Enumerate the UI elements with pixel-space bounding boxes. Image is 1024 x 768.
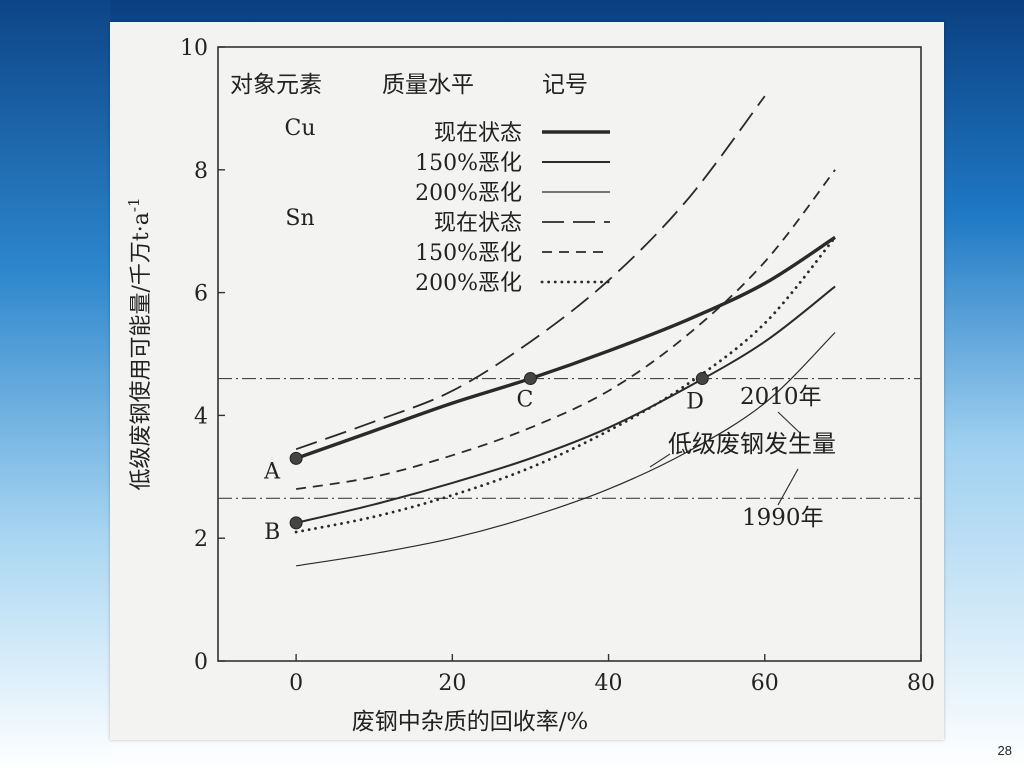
y-tick-label: 2 [194,527,208,552]
x-tick-label: 20 [438,671,466,696]
legend-header: 对象元素 [230,72,322,98]
chart-image-panel: 0 20 40 60 80 0 2 4 6 8 10 废钢中杂质的回收率/% 低级废钢使用可能量/千万t… [110,22,944,740]
legend-level: 200%恶化 [415,181,522,206]
point-marker-d [695,372,709,386]
page-number: 28 [997,743,1012,758]
leader-line-curve [649,453,671,468]
x-tick-label: 0 [289,671,303,696]
series-line-cu-solid-thin [296,332,836,567]
slide-background-left [0,0,110,768]
reference-label-2010: 2010年 [740,384,822,410]
y-axis-label-superscript: -1 [125,198,143,213]
x-tick-label: 80 [907,671,935,696]
legend-element: Sn [285,206,314,231]
y-tick-label: 0 [194,650,208,675]
point-marker-c [523,372,537,386]
point-label-c: C [516,388,533,413]
point-label-a: A [263,459,281,484]
x-tick-label: 40 [595,671,623,696]
legend-header: 质量水平 [382,72,474,98]
point-marker-b [289,516,303,530]
legend-level: 150%恶化 [415,241,522,266]
chart-svg: 0 20 40 60 80 0 2 4 6 8 10 废钢中杂质的回收率/% 低级废钢使用可能量/千万t… [125,36,935,735]
y-axis-label: 低级废钢使用可能量/千万t·a-1 [125,198,154,491]
y-tick-label: 4 [194,404,208,429]
point-label-b: B [264,520,280,545]
series-line-sn-dash [295,169,836,490]
leader-line-1990 [777,468,799,506]
series-line-sn-long-dash [295,95,766,451]
legend-level: 现在状态 [434,121,522,146]
series-line-sn-dotted [294,235,837,534]
x-axis-label: 废钢中杂质的回收率/% [352,709,589,735]
legend-level: 200%恶化 [415,271,522,296]
x-tick-label: 60 [751,671,779,696]
point-label-d: D [686,390,704,415]
legend-element: Cu [284,116,315,141]
legend-level: 现在状态 [434,211,522,236]
reference-label-caption: 低级废钢发生量 [668,430,836,458]
legend-level: 150%恶化 [415,151,522,176]
y-tick-label: 8 [194,159,208,184]
reference-label-1990: 1990年 [742,505,824,531]
leader-line-2010 [777,411,801,434]
plot-frame [217,46,922,662]
point-marker-a [289,451,303,465]
y-tick-label: 10 [180,36,208,61]
legend-header: 记号 [542,72,588,98]
series-line-cu-solid-thick [295,235,837,460]
series-line-cu-solid [295,285,836,524]
y-tick-label: 6 [194,282,208,307]
